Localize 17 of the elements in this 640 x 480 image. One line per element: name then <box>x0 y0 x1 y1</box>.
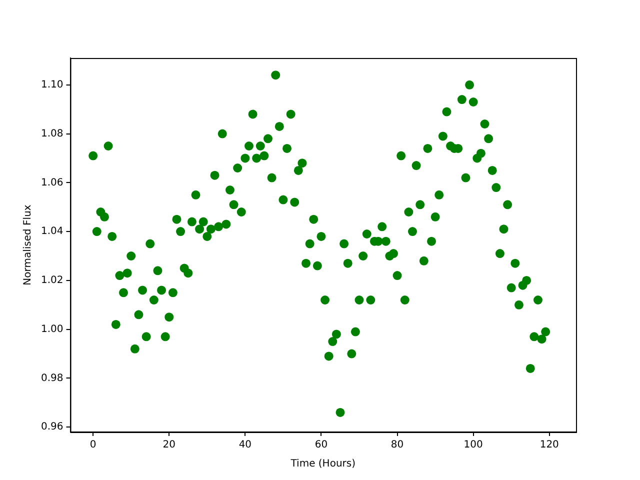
y-tick-label: 1.10 <box>41 79 64 90</box>
y-tick-label: 1.00 <box>41 324 64 335</box>
y-axis-title: Normalised Flux <box>22 204 34 286</box>
y-tick-label: 1.08 <box>41 128 64 140</box>
x-tick-label: 40 <box>238 440 252 451</box>
x-axis-title: Time (Hours) <box>290 458 356 470</box>
x-tick-label: 20 <box>162 440 176 451</box>
y-tick-label: 1.04 <box>41 226 64 238</box>
x-tick-label: 0 <box>90 440 96 451</box>
x-tick-label: 80 <box>390 440 404 451</box>
y-tick-label: 0.96 <box>41 422 64 433</box>
y-tick-label: 1.06 <box>41 177 64 188</box>
y-tick-label: 0.98 <box>41 372 64 384</box>
x-tick-label: 120 <box>540 440 559 451</box>
x-tick-label: 60 <box>314 440 328 451</box>
y-tick-label: 1.02 <box>41 275 64 286</box>
x-tick-label: 100 <box>464 440 483 451</box>
